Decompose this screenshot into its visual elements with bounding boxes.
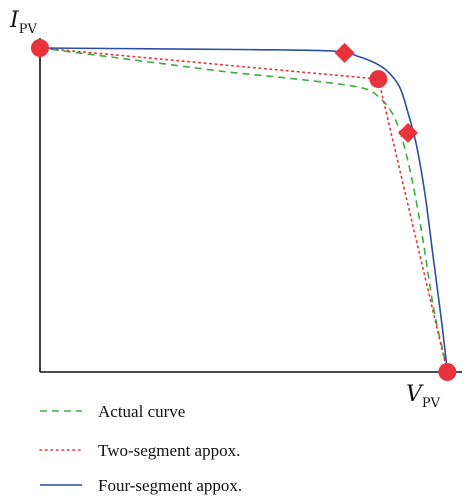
diamond-marker-3 — [398, 122, 419, 143]
legend: Actual curve Two-segment appox. Four-seg… — [39, 402, 242, 495]
series-actual-curve — [39, 47, 449, 373]
circle-marker-4 — [438, 363, 457, 381]
legend-label-two-segment: Two-segment appox. — [98, 441, 240, 460]
legend-item-two-segment: Two-segment appox. — [39, 441, 240, 460]
series-four-segment — [39, 47, 449, 373]
series-layer — [39, 47, 449, 373]
legend-item-four-segment: Four-segment appox. — [40, 476, 242, 495]
legend-label-four-segment: Four-segment appox. — [98, 476, 242, 495]
series-two-segment — [39, 47, 449, 373]
legend-label-actual: Actual curve — [98, 402, 185, 421]
diamond-marker-1 — [334, 42, 355, 63]
marker-layer — [31, 39, 457, 381]
legend-item-actual: Actual curve — [40, 402, 185, 421]
circle-marker-0 — [31, 39, 49, 57]
y-axis-label: IPV — [9, 8, 37, 37]
x-axis-label: VPV — [406, 382, 441, 411]
circle-marker-2 — [369, 70, 388, 89]
